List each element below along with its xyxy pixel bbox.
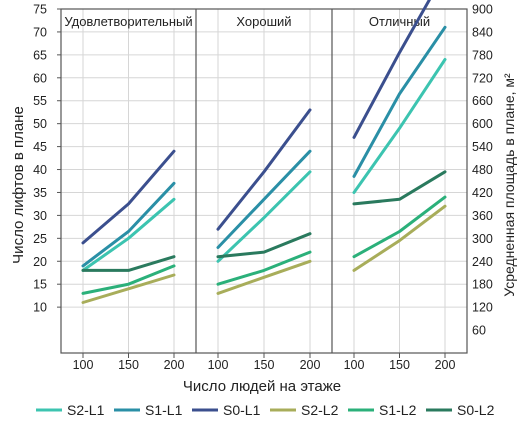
series-line-s1-l2 (216, 250, 312, 286)
series-line-s2-l1 (81, 197, 176, 272)
x-tick-label: 100 (344, 358, 365, 372)
y-tick-label-right: 120 (472, 301, 493, 315)
y-tick-label-right: 60 (472, 324, 486, 338)
y-tick-label-left: 40 (33, 163, 47, 177)
legend-label: S0-L2 (457, 402, 495, 418)
grid (61, 8, 467, 353)
y-tick-label-left: 65 (33, 48, 47, 62)
x-axis: 100 150 200 100 150 200 100 150 200 (73, 353, 456, 372)
y-tick-label-left: 75 (33, 3, 47, 17)
x-tick-label: 150 (254, 358, 275, 372)
panel-titles: Удовлетворительный Хороший Отличный (64, 14, 430, 29)
series-line-s1-l2 (81, 264, 176, 295)
y-tick-label-right: 840 (472, 25, 493, 39)
y-axis-title-right: Усредненная площадь в плане, м² (501, 73, 517, 297)
y-tick-label-left: 25 (33, 232, 47, 246)
y-tick-label-right: 660 (472, 94, 493, 108)
series-line-s0-l1 (216, 108, 312, 231)
y-tick-label-left: 10 (33, 301, 47, 315)
series-line-s0-l1 (352, 0, 432, 139)
legend-label: S0-L1 (223, 402, 261, 418)
y-tick-label-left: 55 (33, 94, 47, 108)
series-line-s2-l2 (216, 259, 312, 295)
series-line-s0-l1 (81, 149, 176, 245)
series-line-s2-l1 (352, 58, 447, 194)
y-tick-label-right: 540 (472, 140, 493, 154)
y-tick-label-left: 35 (33, 186, 47, 200)
y-tick-label-right: 240 (472, 255, 493, 269)
series-line-s1-l2 (352, 195, 447, 259)
series-line-s1-l1 (81, 181, 176, 268)
panel-title: Хороший (236, 14, 291, 29)
x-tick-label: 200 (300, 358, 321, 372)
series-lines (81, 0, 447, 304)
series-line-s0-l2 (216, 232, 312, 259)
y-axis-right: 60 120 180 240 300 360 420 480 540 600 660 720 780 84… (472, 3, 493, 338)
y-tick-label-right: 780 (472, 48, 493, 62)
y-tick-label-right: 180 (472, 278, 493, 292)
x-tick-label: 100 (73, 358, 94, 372)
legend-label: S2-L2 (301, 402, 339, 418)
series-line-s0-l2 (352, 170, 447, 206)
series-line-s1-l1 (216, 149, 312, 249)
y-tick-label-left: 50 (33, 117, 47, 131)
y-tick-label-right: 900 (472, 3, 493, 17)
y-tick-label-right: 420 (472, 186, 493, 200)
y-axis-title-left: Число лифтов в плане (10, 106, 27, 264)
series-line-s2-l2 (81, 273, 176, 304)
legend-label: S1-L2 (379, 402, 417, 418)
y-tick-label-right: 360 (472, 209, 493, 223)
x-tick-label: 200 (164, 358, 185, 372)
y-tick-label-left: 60 (33, 71, 47, 85)
x-axis-title: Число людей на этаже (183, 378, 341, 395)
x-tick-label: 100 (208, 358, 229, 372)
legend-label: S2-L1 (67, 402, 105, 418)
series-line-s2-l2 (352, 204, 447, 272)
y-tick-label-right: 720 (472, 71, 493, 85)
x-tick-label: 150 (118, 358, 139, 372)
y-tick-label-left: 20 (33, 255, 47, 269)
y-tick-label-right: 600 (472, 117, 493, 131)
series-line-s1-l1 (352, 25, 447, 178)
y-tick-label-left: 15 (33, 278, 47, 292)
y-axis-left: 10 15 20 25 30 35 40 45 50 55 60 65 70 75 (33, 3, 61, 315)
y-tick-label-left: 70 (33, 25, 47, 39)
legend: S2-L1 S1-L1 S0-L1 S2-L2 S1-L2 S0-L2 (36, 402, 495, 418)
y-tick-label-left: 30 (33, 209, 47, 223)
x-tick-label: 200 (435, 358, 456, 372)
series-line-s2-l1 (216, 170, 312, 263)
panel-title: Удовлетворительный (64, 14, 192, 29)
legend-label: S1-L1 (145, 402, 183, 418)
x-tick-label: 150 (389, 358, 410, 372)
y-tick-label-right: 480 (472, 163, 493, 177)
series-line-s0-l2 (81, 255, 176, 272)
y-tick-label-right: 300 (472, 232, 493, 246)
y-tick-label-left: 45 (33, 140, 47, 154)
